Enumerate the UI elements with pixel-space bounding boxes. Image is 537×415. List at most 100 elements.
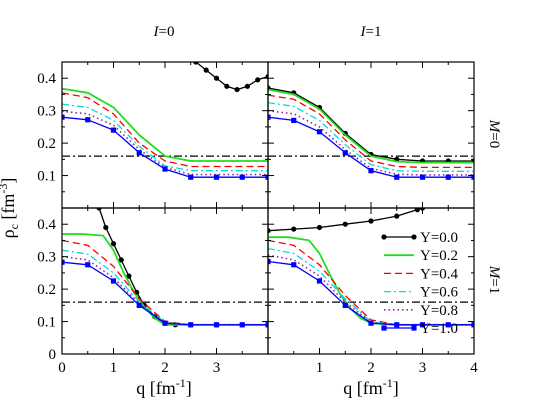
- data-point: [445, 322, 451, 328]
- data-point: [213, 322, 220, 328]
- series-line: [62, 233, 268, 326]
- data-point: [316, 129, 323, 135]
- legend-label: Y=0.0: [420, 230, 458, 246]
- panel-M0-I0-plot-area: [62, 62, 268, 180]
- row-title-m1: M=1: [486, 265, 502, 294]
- legend-marker: [411, 325, 417, 331]
- column-title-i1-value: =1: [366, 24, 382, 40]
- legend-item: Y=0.2: [384, 248, 458, 264]
- series-Y-1-0: [62, 259, 268, 328]
- row-title-m0-letter: M: [486, 119, 502, 134]
- panel-M1-I1-plot-area: [268, 208, 474, 328]
- data-point: [265, 174, 268, 180]
- series-Y-0-2: [62, 87, 268, 162]
- column-title-i0: I=0: [153, 24, 175, 40]
- series-line: [268, 101, 474, 172]
- series-Y-1-0: [62, 114, 268, 180]
- legend-label: Y=0.8: [420, 303, 458, 319]
- data-point: [268, 228, 271, 234]
- data-point: [188, 174, 194, 180]
- column-title-i0-value: =0: [159, 24, 175, 40]
- series-Y-0-6: [62, 249, 268, 326]
- legend-label: Y=1.0: [420, 321, 458, 337]
- data-point: [255, 77, 261, 83]
- y-tick-label: 0.3: [37, 104, 56, 120]
- data-point: [342, 302, 348, 308]
- series-Y-0-8: [62, 110, 268, 176]
- series-line: [62, 87, 268, 162]
- data-point: [291, 262, 297, 268]
- data-point: [162, 320, 168, 326]
- data-point: [419, 174, 426, 180]
- series-line: [62, 249, 268, 326]
- data-point: [414, 208, 420, 213]
- series-Y-0-6: [268, 101, 474, 172]
- data-point: [368, 218, 374, 224]
- data-point: [85, 262, 91, 268]
- data-point: [234, 86, 240, 93]
- labels-layer: I=0 I=1 M=0 M=1 ρc [fm-3] q [fm-1] q [fm…: [0, 24, 502, 398]
- y-tick-label: 0.1: [37, 169, 56, 185]
- row-title-m1-value: =1: [486, 278, 502, 294]
- series-Y-0-6: [62, 103, 268, 172]
- data-point: [316, 224, 323, 231]
- data-point: [268, 258, 271, 265]
- x-tick-label: 2: [161, 360, 169, 376]
- x-axis-label-right-close: ]: [393, 378, 399, 398]
- legend-marker: [381, 325, 387, 331]
- data-point: [342, 221, 348, 227]
- data-point: [368, 168, 374, 174]
- x-axis-label-left: q [fm-1]: [136, 376, 192, 398]
- x-axis-label-left-exp: -1: [176, 376, 186, 390]
- x-tick-label: 3: [213, 360, 221, 376]
- series-Y-0-2: [268, 88, 474, 164]
- data-point: [291, 117, 297, 123]
- legend-label: Y=0.4: [420, 266, 459, 282]
- series-Y-1-0: [268, 258, 474, 328]
- y-axis-label: ρc [fm-3]: [0, 178, 21, 239]
- y-tick-label: 0.3: [37, 250, 56, 266]
- data-point: [239, 174, 245, 180]
- data-point: [213, 75, 220, 81]
- series-line: [62, 239, 268, 326]
- panel-M0-I1-frame: [267, 61, 475, 209]
- x-axis-label-left-close: ]: [186, 378, 192, 398]
- x-axis-label-left-main: q [fm: [136, 378, 176, 398]
- data-point: [244, 83, 250, 89]
- column-title-i1: I=1: [360, 24, 382, 40]
- y-tick-label: 0: [49, 347, 57, 363]
- data-point: [110, 127, 117, 133]
- series-Y-0-4: [62, 92, 268, 168]
- data-point: [291, 226, 297, 232]
- data-point: [136, 302, 142, 308]
- series-line: [268, 87, 474, 162]
- x-axis-label-right-exp: -1: [383, 376, 393, 390]
- data-point: [239, 322, 245, 328]
- y-axis-label-unit: [fm: [0, 194, 18, 225]
- data-point: [162, 166, 168, 172]
- row-title-m0: M=0: [486, 119, 502, 148]
- series-Y-1-0: [268, 114, 474, 180]
- panel-M1-I0-plot-area: [62, 208, 268, 328]
- series-line: [268, 208, 423, 232]
- legend-marker: [411, 234, 417, 240]
- series-line: [62, 261, 268, 326]
- series-line: [62, 92, 268, 168]
- x-tick-label: 0: [58, 360, 66, 376]
- x-tick-label: 3: [419, 360, 427, 376]
- x-tick-label: 1: [316, 360, 324, 376]
- data-point: [394, 174, 400, 180]
- panel-M1-I0: [61, 207, 269, 355]
- column-title-i1-letter: I: [360, 24, 367, 40]
- y-tick-label: 0.4: [37, 217, 56, 233]
- data-point: [110, 241, 117, 247]
- panel-M0-I0-frame: [61, 61, 269, 209]
- y-tick-label: 0.1: [37, 315, 56, 331]
- column-title-i0-letter: I: [153, 24, 160, 40]
- legend-marker: [381, 234, 387, 240]
- legend-label: Y=0.6: [420, 285, 459, 301]
- data-point: [213, 174, 220, 180]
- legend-item: Y=0.8: [384, 303, 458, 319]
- series-Y-0-0: [193, 62, 268, 93]
